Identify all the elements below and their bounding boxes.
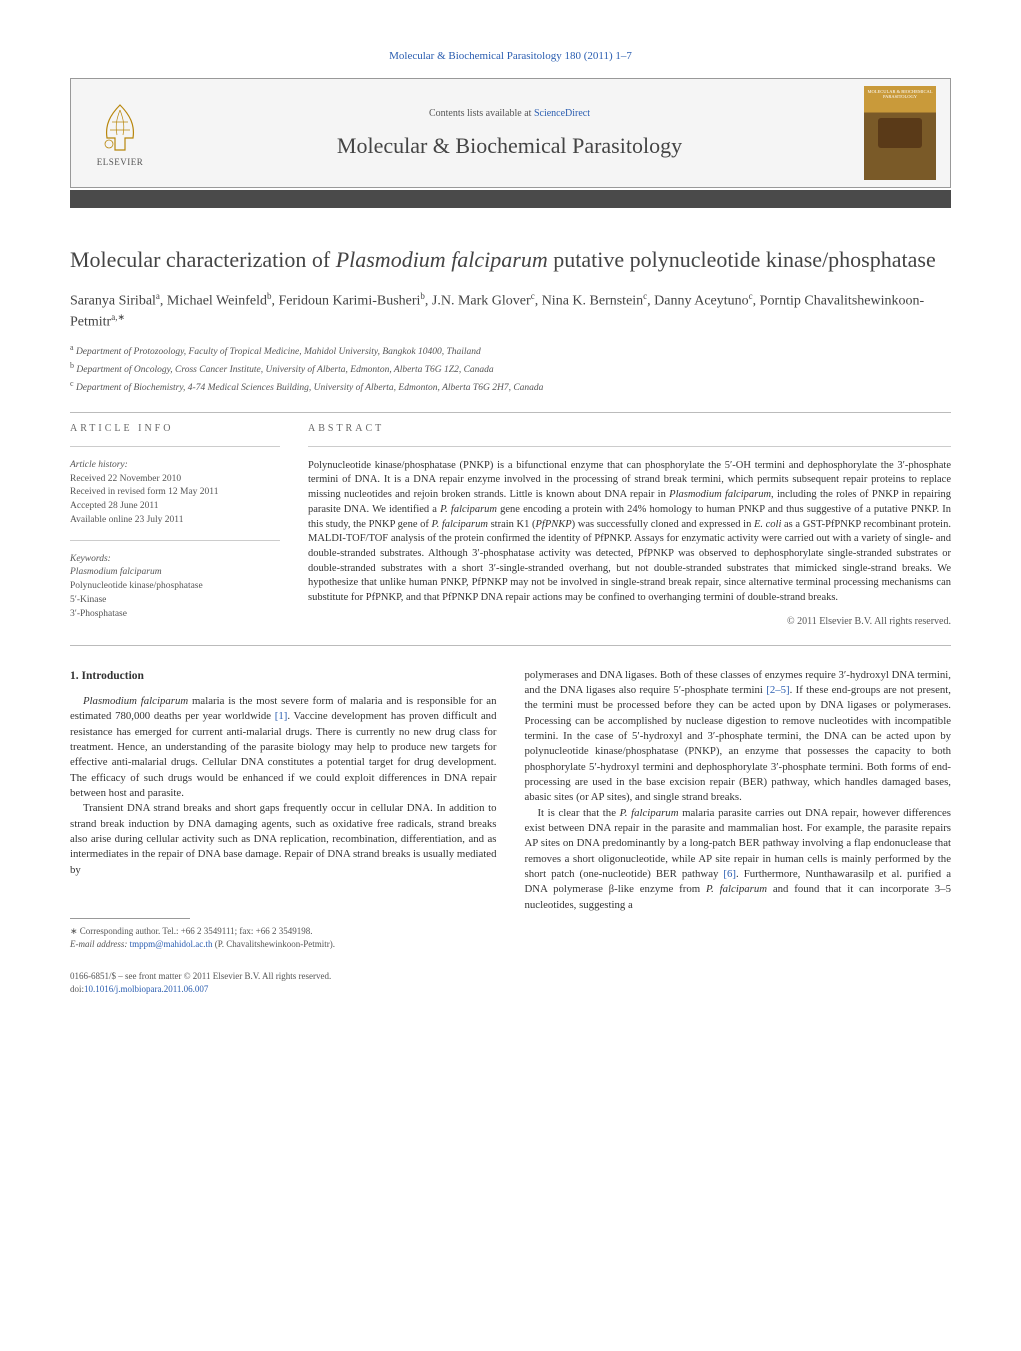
history-revised: Received in revised form 12 May 2011 [70,486,280,500]
keywords-block: Keywords: Plasmodium falciparum Polynucl… [70,553,280,622]
history-label: Article history: [70,459,280,473]
intro-paragraph: Plasmodium falciparum malaria is the mos… [70,694,497,801]
journal-cover-thumbnail[interactable]: MOLECULAR & BIOCHEMICAL PARASITOLOGY [864,86,936,180]
body-column-left: 1. Introduction Plasmodium falciparum ma… [70,668,497,996]
divider [308,446,951,447]
affiliation-b: b Department of Oncology, Cross Cancer I… [70,360,951,378]
footer-doi-line: doi:10.1016/j.molbiopara.2011.06.007 [70,983,497,996]
article-title: Molecular characterization of Plasmodium… [70,246,951,274]
cover-label: MOLECULAR & BIOCHEMICAL PARASITOLOGY [864,90,936,100]
corr-email-line: E-mail address: tmppm@mahidol.ac.th (P. … [70,938,497,951]
article-history: Article history: Received 22 November 20… [70,459,280,528]
journal-citation[interactable]: Molecular & Biochemical Parasitology 180… [70,50,951,62]
keyword: 3′-Phosphatase [70,608,280,622]
affiliation-c: c Department of Biochemistry, 4-74 Medic… [70,378,951,396]
corr-contact: ∗ Corresponding author. Tel.: +66 2 3549… [70,925,497,938]
history-accepted: Accepted 28 June 2011 [70,500,280,514]
history-online: Available online 23 July 2011 [70,514,280,528]
contents-prefix: Contents lists available at [429,108,534,119]
affiliations: a Department of Protozoology, Faculty of… [70,342,951,396]
body-columns: 1. Introduction Plasmodium falciparum ma… [70,668,951,996]
email-label: E-mail address: [70,939,127,949]
keyword: 5′-Kinase [70,594,280,608]
abstract-text: Polynucleotide kinase/phosphatase (PNKP)… [308,459,951,606]
corr-name: (P. Chavalitshewinkoon-Petmitr). [215,939,335,949]
intro-paragraph: polymerases and DNA ligases. Both of the… [525,668,952,806]
doi-link[interactable]: 10.1016/j.molbiopara.2011.06.007 [84,984,208,994]
header-dark-bar [70,190,951,208]
keyword: Polynucleotide kinase/phosphatase [70,580,280,594]
footnote-rule [70,918,190,919]
affiliation-a: a Department of Protozoology, Faculty of… [70,342,951,360]
article-info-label: article info [70,423,280,434]
sciencedirect-link[interactable]: ScienceDirect [534,108,590,119]
divider [70,645,951,646]
intro-paragraph: Transient DNA strand breaks and short ga… [70,801,497,878]
corresponding-author: ∗ Corresponding author. Tel.: +66 2 3549… [70,925,497,950]
divider [70,446,280,447]
keywords-label: Keywords: [70,553,280,567]
divider [70,540,280,541]
elsevier-logo[interactable]: ELSEVIER [85,93,155,173]
footer-issn: 0166-6851/$ – see front matter © 2011 El… [70,970,497,983]
journal-title: Molecular & Biochemical Parasitology [155,133,864,159]
author-list: Saranya Siribala, Michael Weinfeldb, Fer… [70,290,951,333]
abstract-label: abstract [308,423,951,434]
abstract-copyright: © 2011 Elsevier B.V. All rights reserved… [308,616,951,627]
doi-label: doi: [70,984,84,994]
intro-heading: 1. Introduction [70,668,497,684]
corr-email-link[interactable]: tmppm@mahidol.ac.th [130,939,213,949]
history-received: Received 22 November 2010 [70,473,280,487]
intro-paragraph: It is clear that the P. falciparum malar… [525,806,952,913]
divider [70,412,951,413]
body-column-right: polymerases and DNA ligases. Both of the… [525,668,952,996]
elsevier-label: ELSEVIER [97,157,144,167]
journal-header: ELSEVIER Contents lists available at Sci… [70,78,951,188]
keyword: Plasmodium falciparum [70,566,280,580]
tree-icon [95,100,145,155]
footer-meta: 0166-6851/$ – see front matter © 2011 El… [70,970,497,995]
cover-image-icon [878,118,922,148]
contents-available: Contents lists available at ScienceDirec… [155,108,864,119]
